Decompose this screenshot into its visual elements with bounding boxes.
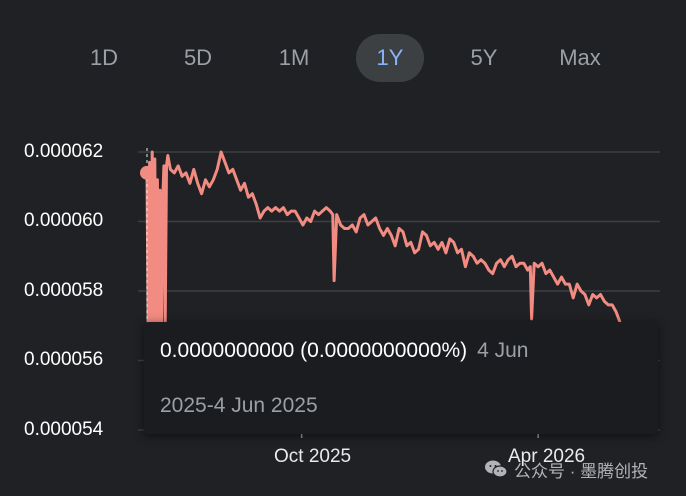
tooltip-date-range: 2025-4 Jun 2025	[160, 394, 318, 417]
range-tabs: 1D 5D 1M 1Y 5Y Max	[0, 0, 686, 110]
hover-point	[140, 165, 154, 180]
tab-1m[interactable]: 1M	[278, 45, 310, 70]
price-line	[145, 150, 622, 369]
y-tick-label: 0.000058	[24, 280, 104, 301]
x-tick-label: Apr 2026	[508, 446, 586, 467]
y-tick-label: 0.000062	[24, 141, 104, 162]
x-tick-label: Oct 2025	[274, 446, 352, 467]
tooltip-line-1: 0.0000000000 (0.0000000000%) 4 Jun	[160, 339, 528, 363]
hover-tooltip: 0.0000000000 (0.0000000000%) 4 Jun 2025-4…	[144, 322, 658, 434]
y-tick-label: 0.000056	[24, 349, 104, 370]
tab-max[interactable]: Max	[559, 45, 601, 70]
y-tick-label: 0.000060	[24, 210, 104, 231]
wechat-icon	[485, 460, 508, 478]
tab-1d[interactable]: 1D	[89, 45, 119, 70]
tab-5d[interactable]: 5D	[183, 45, 213, 70]
tooltip-value: 0.0000000000 (0.0000000000%)	[160, 339, 468, 362]
y-tick-label: 0.000054	[24, 419, 104, 440]
watermark-text: 公众号 · 墨腾创投	[514, 461, 649, 481]
tooltip-date-start: 4 Jun	[477, 339, 529, 362]
tab-5y[interactable]: 5Y	[470, 45, 498, 70]
tab-1y[interactable]: 1Y	[356, 34, 424, 82]
watermark: 公众号 · 墨腾创投	[484, 456, 648, 482]
